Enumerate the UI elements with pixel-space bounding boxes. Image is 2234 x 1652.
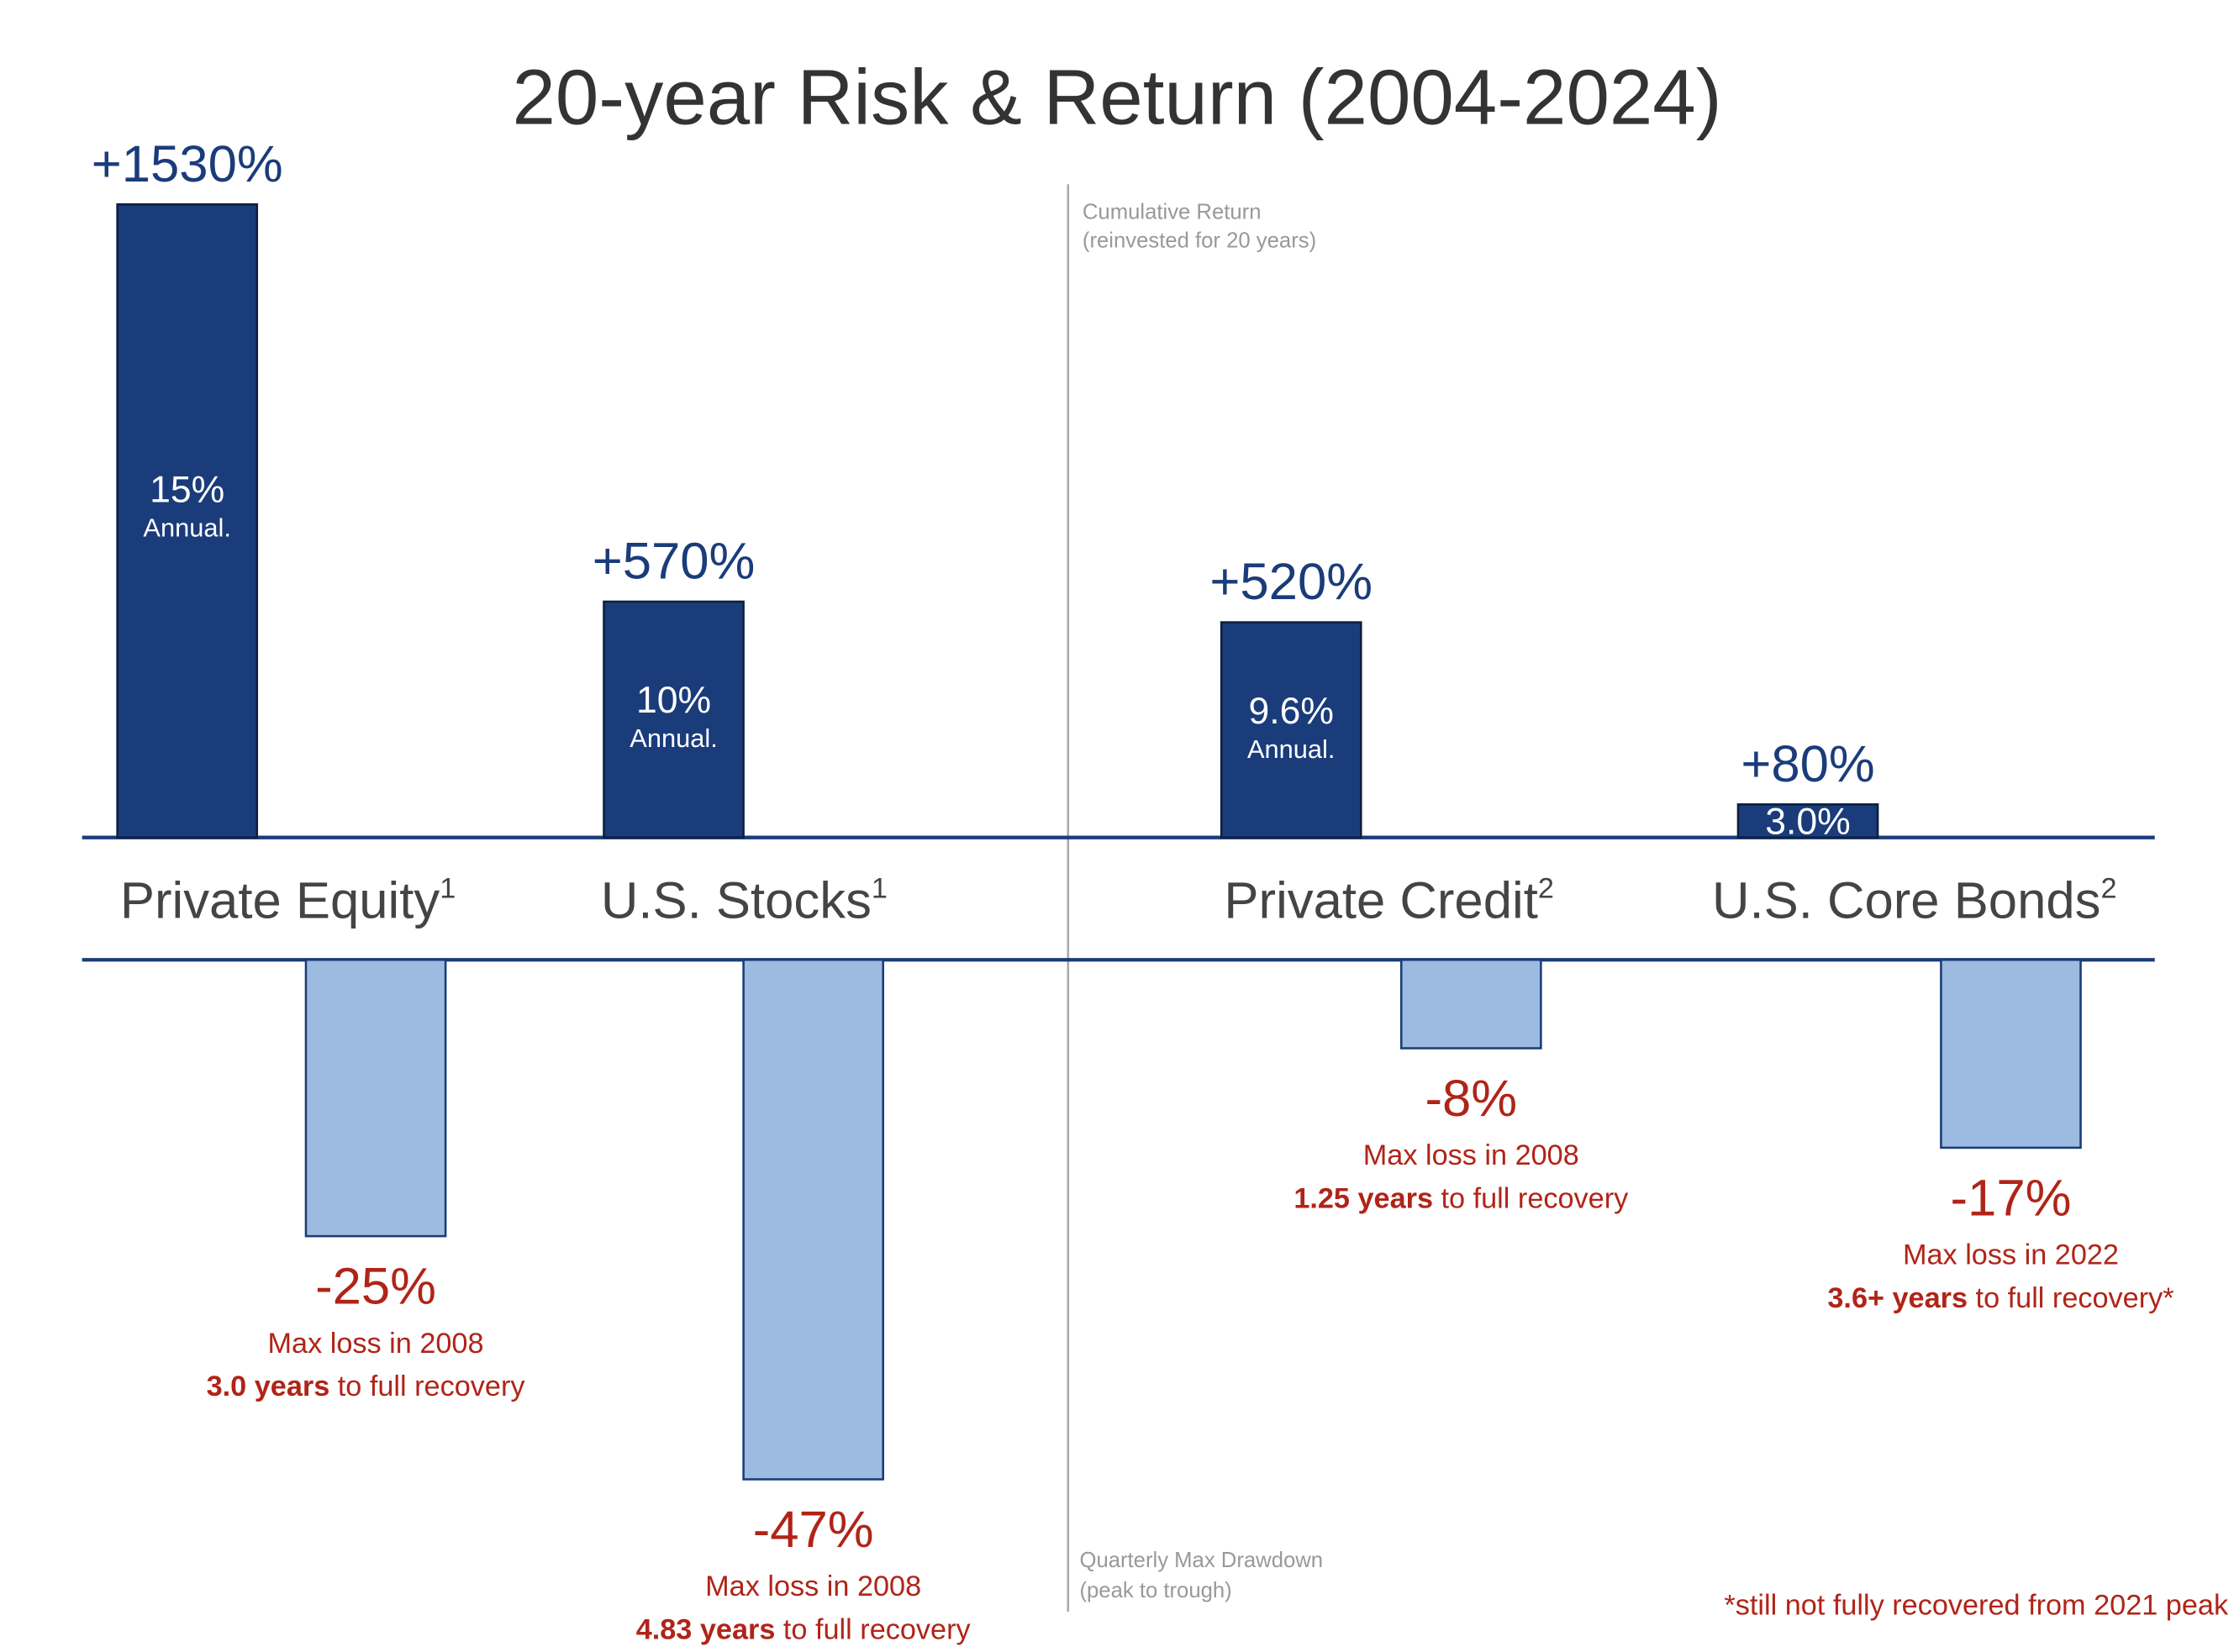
category-name: U.S. Stocks — [601, 872, 872, 930]
return-label: +1530% — [92, 135, 283, 193]
footnote: *still not fully recovered from 2021 pea… — [1724, 1589, 2229, 1621]
recovery-text: to full recovery* — [1968, 1282, 2174, 1314]
recovery-years: 3.6+ years — [1827, 1282, 1968, 1314]
category-name: Private Equity — [120, 872, 440, 930]
return-bar — [1736, 803, 1879, 839]
annual-note: Annual. — [1247, 734, 1336, 764]
chart-title: 20-year Risk & Return (2004-2024) — [512, 53, 1721, 140]
loss-note: Max loss in 2022 — [1903, 1239, 2119, 1271]
drawdown-label: -17% — [1951, 1169, 2072, 1227]
recovery-years: 3.0 years — [207, 1371, 330, 1402]
return-label: +520% — [1209, 553, 1373, 611]
loss-note: Max loss in 2008 — [268, 1328, 484, 1360]
annual-note: Annual. — [143, 513, 231, 542]
category-label: U.S. Core Bonds2 — [1712, 872, 2117, 930]
category-name: Private Credit — [1224, 872, 1537, 930]
recovery-text: to full recovery — [775, 1614, 971, 1646]
drawdown-label: -47% — [753, 1501, 874, 1559]
return-label: +570% — [593, 533, 756, 591]
annual-label: 9.6% — [1248, 691, 1333, 732]
drawdown-bar — [1940, 958, 2082, 1150]
recovery-note: 4.83 years to full recovery — [636, 1614, 972, 1646]
return-bar — [603, 600, 745, 839]
recovery-text: to full recovery — [329, 1371, 525, 1402]
recovery-note: 1.25 years to full recovery — [1294, 1183, 1629, 1215]
bottom-series-name: Quarterly Max Drawdown — [1079, 1549, 1323, 1572]
annual-note: Annual. — [630, 723, 718, 753]
category-note: 2 — [2100, 873, 2116, 905]
category-note: 1 — [872, 873, 888, 905]
bottom-series-subtitle: (peak to trough) — [1079, 1579, 1231, 1602]
drawdown-bar — [1399, 958, 1542, 1050]
category-label: U.S. Stocks1 — [601, 872, 888, 930]
return-bar — [1220, 621, 1362, 839]
category-note: 2 — [1538, 873, 1554, 905]
recovery-note: 3.6+ years to full recovery* — [1827, 1282, 2173, 1314]
top-series-name: Cumulative Return — [1083, 200, 1262, 224]
category-label: Private Credit2 — [1224, 872, 1553, 930]
drawdown-bar — [742, 958, 884, 1481]
recovery-years: 4.83 years — [636, 1614, 776, 1646]
category-label: Private Equity1 — [120, 872, 456, 930]
annual-label: 15% — [150, 469, 224, 510]
recovery-text: to full recovery — [1433, 1183, 1629, 1215]
annual-label: 3.0% — [1765, 801, 1850, 842]
loss-note: Max loss in 2008 — [705, 1570, 921, 1602]
return-bar — [116, 203, 259, 839]
drawdown-bar — [304, 958, 447, 1238]
annual-label: 10% — [636, 680, 711, 721]
return-label: +80% — [1741, 735, 1874, 793]
category-name: U.S. Core Bonds — [1712, 872, 2101, 930]
loss-note: Max loss in 2008 — [1363, 1139, 1579, 1171]
recovery-note: 3.0 years to full recovery — [207, 1371, 526, 1402]
recovery-years: 1.25 years — [1294, 1183, 1433, 1215]
top-series-subtitle: (reinvested for 20 years) — [1083, 229, 1316, 253]
drawdown-label: -25% — [315, 1258, 436, 1316]
category-note: 1 — [440, 873, 456, 905]
drawdown-label: -8% — [1425, 1070, 1517, 1128]
